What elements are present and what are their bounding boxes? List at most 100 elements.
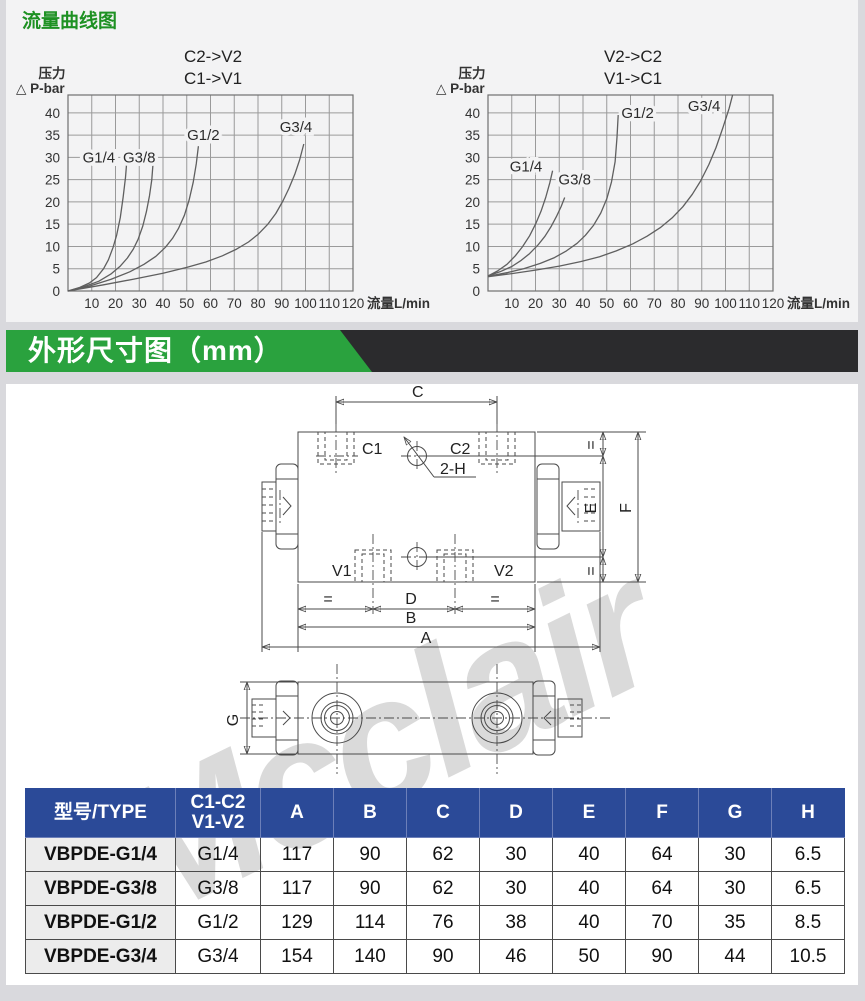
curve-G3/8 [67,157,155,292]
dim-D: D [405,591,417,608]
table-cell: 46 [479,939,553,974]
table-cell: 76 [406,905,480,940]
x-tick-label: 100 [294,296,317,311]
table-cell-model: VBPDE-G3/4 [25,939,176,974]
table-cell: G3/4 [175,939,261,974]
table-row: VBPDE-G3/8 G3/8 117 90 62 30 40 64 30 6.5 [25,871,845,906]
table-header-cell: F [625,788,699,838]
y-tick-label: 40 [465,106,480,121]
y-tick-label: 5 [472,262,480,277]
curve-label-G1/2: G1/2 [187,127,220,144]
table-cell: 117 [260,837,334,872]
table-row: VBPDE-G1/2 G1/2 129 114 76 38 40 70 35 8.5 [25,905,845,940]
grid-lines [68,95,353,291]
front-view: C C1 C2 2-H V1 V2 = D = B A = E = F [261,384,646,652]
x-tick-label: 10 [84,296,99,311]
table-cell-model: VBPDE-G1/2 [25,905,176,940]
x-tick-label: 80 [250,296,265,311]
curve-label-G3/4: G3/4 [280,119,313,136]
dimension-drawing: C C1 C2 2-H V1 V2 = D = B A = E = F [225,384,646,774]
spec-table: 型号/TYPE C1-C2 V1-V2 A B C D E F G H VBPDE-G1/4 G1/4 1… [25,788,845,974]
table-header-cell: C1-C2 V1-V2 [175,788,261,838]
y-tick-label: 0 [52,284,60,299]
curve-G3/4 [487,94,734,278]
table-cell: 8.5 [771,905,845,940]
y-tick-label: 0 [472,284,480,299]
y-tick-label: 30 [45,150,60,165]
dim-G: G [225,714,242,726]
y-axis-caption: △ P-bar [436,81,485,96]
x-tick-label: 70 [647,296,662,311]
flow-curve-heading: 流量曲线图 [22,11,118,32]
chart-title-line: C2->V2 [184,47,242,66]
dim-E: E [583,503,600,514]
table-cell: G1/2 [175,905,261,940]
table-row: VBPDE-G3/4 G3/4 154 140 90 46 50 90 44 10.5 [25,939,845,974]
table-header-cell: H [771,788,845,838]
dim-F: F [618,503,635,513]
plot-border [487,94,774,292]
x-tick-label: 110 [318,296,340,311]
curve-label-G3/8: G3/8 [558,172,591,189]
table-header-cell: E [552,788,626,838]
bottom-view: G [225,664,612,774]
x-tick-label: 90 [694,296,709,311]
y-tick-label: 15 [465,217,480,232]
curve-G1/2 [67,146,200,292]
table-header-cell: A [260,788,334,838]
y-axis-caption: 压力 [39,65,66,81]
x-tick-label: 50 [179,296,194,311]
dim-B: B [406,610,417,627]
x-tick-label: 60 [623,296,638,311]
table-cell: 50 [552,939,626,974]
x-tick-label: 80 [670,296,685,311]
table-cell-model: VBPDE-G3/8 [25,871,176,906]
dim-A: A [421,630,432,647]
x-tick-label: 120 [342,296,365,311]
curve-G1/2 [487,114,619,277]
y-tick-label: 40 [45,106,60,121]
table-cell: 90 [406,939,480,974]
dim-eq-right: = [490,591,499,608]
table-cell: 154 [260,939,334,974]
y-tick-label: 10 [45,239,60,254]
port-C2: C2 [450,441,471,458]
table-header-cell: 型号/TYPE [25,788,176,838]
plot-border [67,94,354,292]
y-tick-label: 25 [45,173,60,188]
curve-G1/4 [67,157,128,292]
table-header-cell: G [698,788,772,838]
curve-label-G1/4: G1/4 [83,149,116,166]
y-tick-label: 10 [465,239,480,254]
x-tick-label: 20 [108,296,123,311]
dim-C: C [412,384,424,401]
dimension-heading: 外形尺寸图（mm） [28,335,283,366]
chart-title-line: V2->C2 [604,47,662,66]
y-tick-label: 20 [45,195,60,210]
table-cell: 62 [406,871,480,906]
dim-eq-top: = [583,440,600,449]
x-tick-label: 50 [599,296,614,311]
table-cell: 90 [333,871,407,906]
table-cell: 38 [479,905,553,940]
table-cell: 117 [260,871,334,906]
table-cell: 70 [625,905,699,940]
dimension-card: Mcclair [6,384,858,985]
x-tick-label: 40 [575,296,590,311]
x-tick-label: 20 [528,296,543,311]
table-cell: 62 [406,837,480,872]
y-tick-label: 35 [45,128,60,143]
curve-label-G1/4: G1/4 [510,158,543,175]
table-cell: 35 [698,905,772,940]
table-cell: 129 [260,905,334,940]
table-cell: 90 [625,939,699,974]
dim-eq-left: = [323,591,332,608]
y-tick-label: 15 [45,217,60,232]
table-cell: 10.5 [771,939,845,974]
x-axis-caption: 流量L/min [787,295,850,311]
grid-lines [488,95,773,291]
table-cell: 90 [333,837,407,872]
curve-G3/4 [67,143,305,292]
